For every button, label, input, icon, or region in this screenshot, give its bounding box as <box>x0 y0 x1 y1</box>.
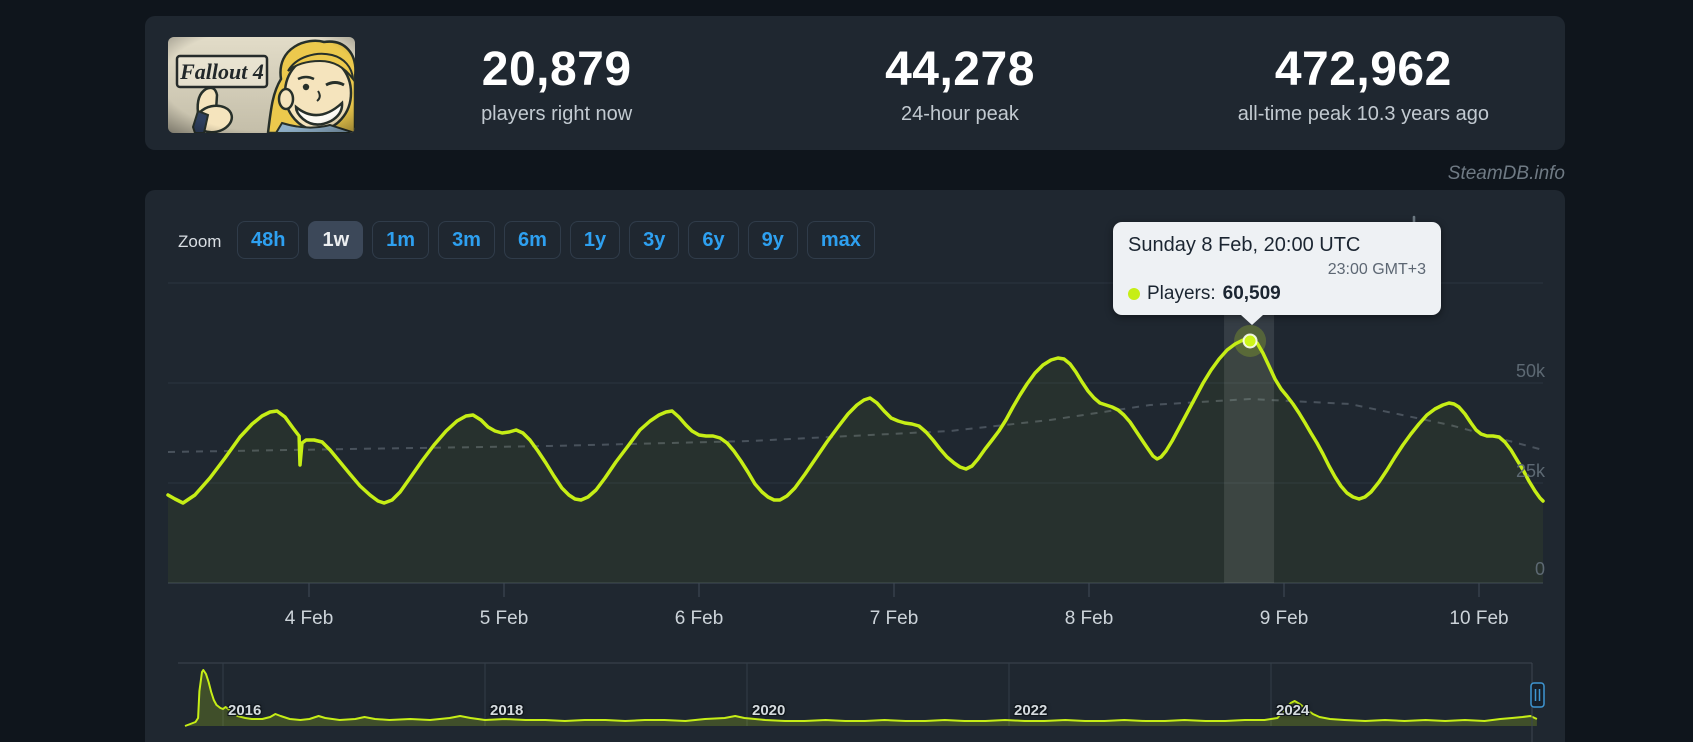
y-axis-label-25k: 25k <box>1515 461 1545 481</box>
tooltip-players-row: Players: 60,509 <box>1128 283 1281 305</box>
zoom-button-6y[interactable]: 6y <box>688 221 739 259</box>
x-axis-label-4feb: 4 Feb <box>284 608 334 629</box>
zoom-label: Zoom <box>178 232 222 251</box>
tooltip-arrow <box>1241 315 1263 325</box>
zoom-button-6m[interactable]: 6m <box>503 221 561 259</box>
game-capsule-image[interactable]: Fallout 4 <box>168 37 355 133</box>
series-dot-icon <box>1128 288 1140 300</box>
x-axis-label-5feb: 5 Feb <box>479 608 529 629</box>
nav-label-2018: 2018 <box>490 702 524 719</box>
zoom-button-3y[interactable]: 3y <box>629 221 680 259</box>
tooltip-local-time: 23:00 GMT+3 <box>1327 261 1426 278</box>
stat-current-players: 20,879 players right now <box>355 16 758 150</box>
zoom-button-max[interactable]: max <box>806 221 875 259</box>
current-players-label: players right now <box>481 103 633 125</box>
x-axis-label-6feb: 6 Feb <box>674 608 724 629</box>
zoom-button-3m[interactable]: 3m <box>438 221 495 259</box>
24h-peak-label: 24-hour peak <box>901 103 1019 125</box>
x-axis-label-8feb: 8 Feb <box>1064 608 1114 629</box>
x-axis-label-7feb: 7 Feb <box>869 608 919 629</box>
zoom-button-1w[interactable]: 1w <box>308 221 364 259</box>
zoom-button-1m[interactable]: 1m <box>372 221 430 259</box>
nav-label-2024: 2024 <box>1276 702 1310 719</box>
tooltip-series-label: Players: <box>1147 283 1216 304</box>
x-axis-label-10feb: 10 Feb <box>1449 608 1509 629</box>
stat-alltime-peak: 472,962 all-time peak 10.3 years ago <box>1162 16 1565 150</box>
x-axis-label-9feb: 9 Feb <box>1259 608 1309 629</box>
alltime-peak-value: 472,962 <box>1274 43 1452 96</box>
nav-label-2016: 2016 <box>228 702 262 719</box>
zoom-button-1y[interactable]: 1y <box>569 221 621 259</box>
y-axis-label-50k: 50k <box>1515 361 1545 381</box>
stats-panel: Fallout 4 20,879 players right now 44,27… <box>145 16 1565 150</box>
y-axis-label-0: 0 <box>1534 559 1545 579</box>
zoom-button-48h[interactable]: 48h <box>237 221 300 259</box>
tooltip-players-value: 60,509 <box>1222 283 1281 304</box>
chart-panel: Zoom 48h 1w 1m 3m 6m 1y 3y 6y 9y max 50k… <box>145 190 1565 742</box>
zoom-button-row: 48h 1w 1m 3m 6m 1y 3y 6y 9y max <box>237 221 875 259</box>
current-players-value: 20,879 <box>481 43 632 96</box>
zoom-button-9y[interactable]: 9y <box>747 221 798 259</box>
stats-row: 20,879 players right now 44,278 24-hour … <box>355 16 1565 150</box>
stat-24h-peak: 44,278 24-hour peak <box>758 16 1161 150</box>
players-chart[interactable] <box>145 190 1565 742</box>
24h-peak-value: 44,278 <box>885 43 1035 96</box>
steamdb-watermark: SteamDB.info <box>1447 163 1565 184</box>
nav-label-2020: 2020 <box>752 702 786 719</box>
fallout4-capsule-art: Fallout 4 <box>168 37 355 133</box>
chart-tooltip: Sunday 8 Feb, 20:00 UTC 23:00 GMT+3 Play… <box>1113 222 1441 325</box>
tooltip-date: Sunday 8 Feb, 20:00 UTC <box>1128 234 1361 256</box>
nav-label-2022: 2022 <box>1014 702 1048 719</box>
alltime-peak-label: all-time peak 10.3 years ago <box>1237 103 1489 125</box>
